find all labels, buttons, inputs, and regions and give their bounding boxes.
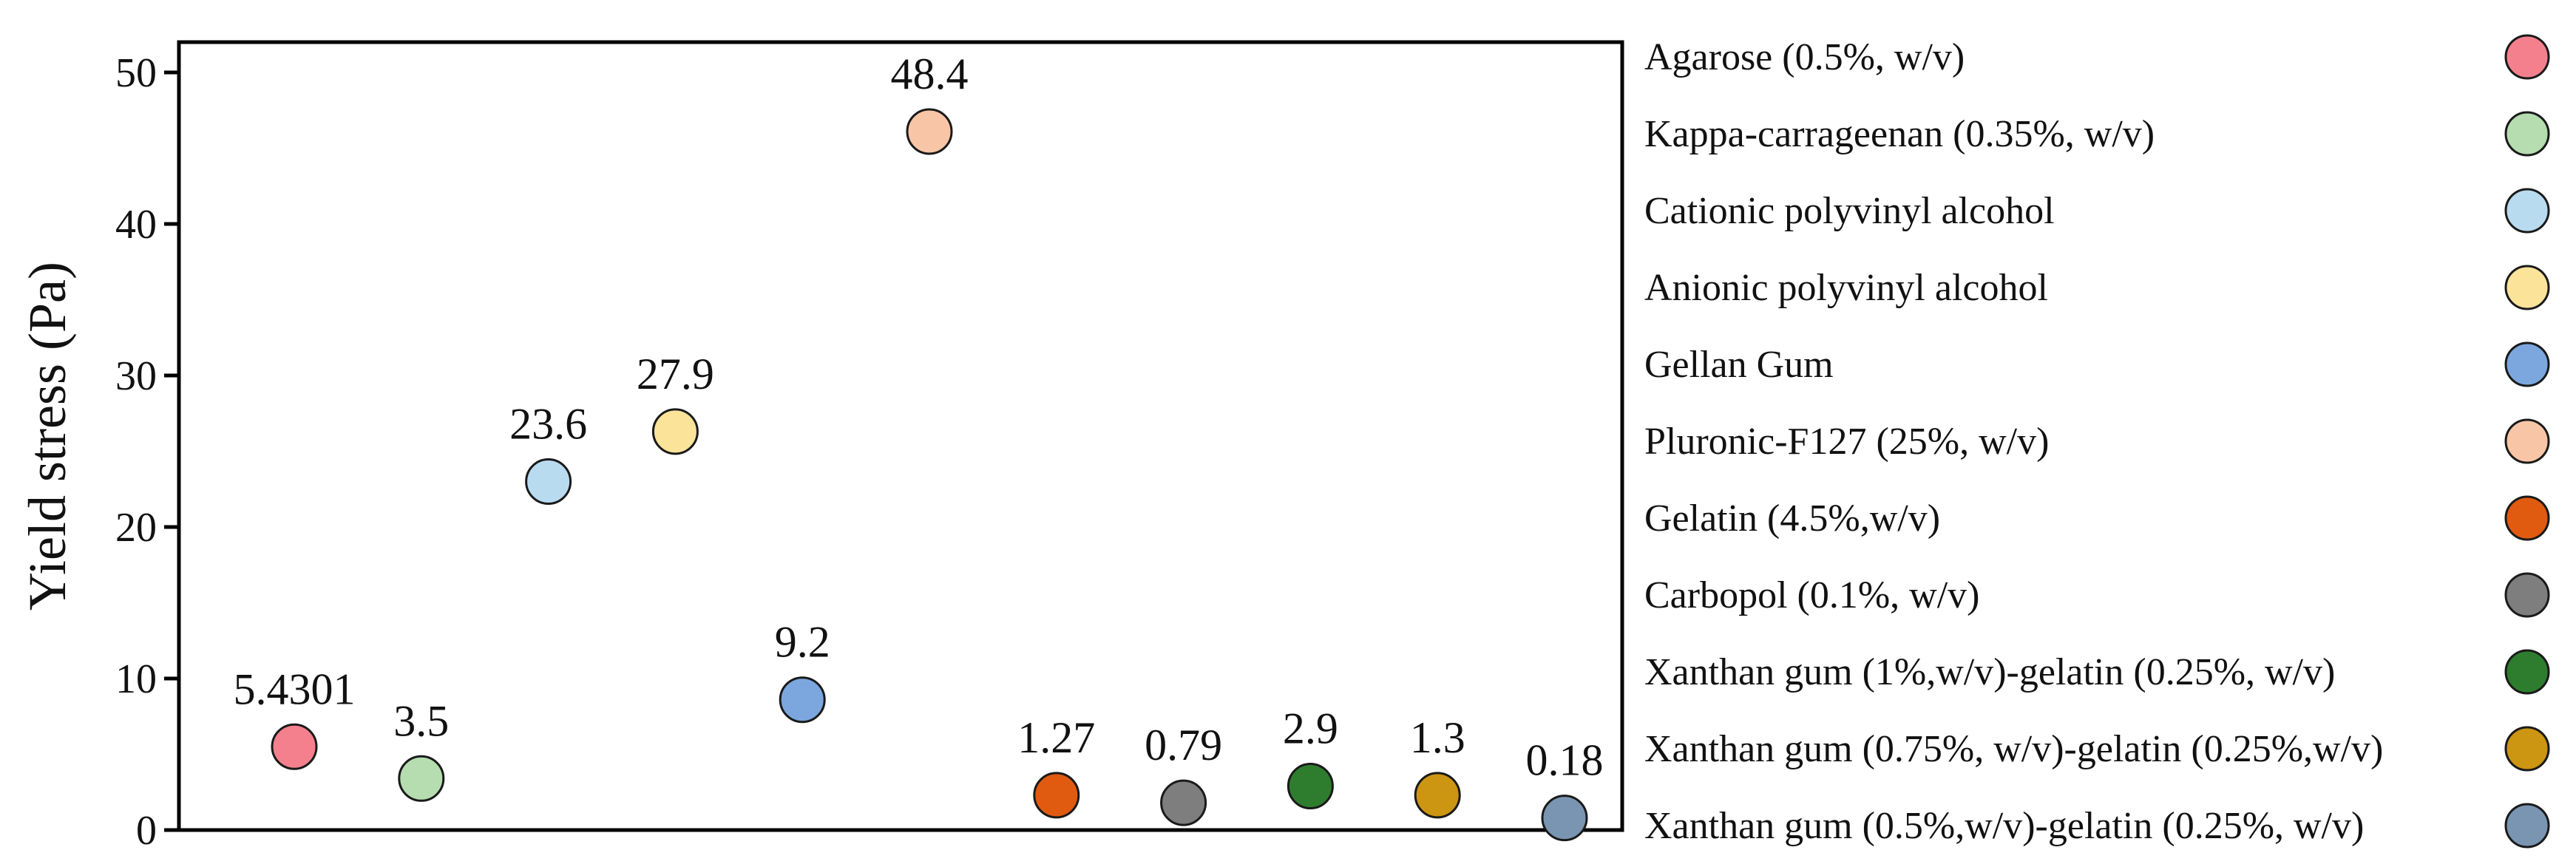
data-point — [271, 723, 318, 770]
legend-label: Anionic polyvinyl alcohol — [1644, 267, 2048, 309]
data-label: 2.9 — [1283, 704, 1338, 753]
data-label: 3.5 — [393, 696, 449, 745]
data-point — [1541, 795, 1588, 842]
data-point — [779, 676, 826, 724]
legend-marker — [2504, 418, 2550, 464]
data-label: 48.4 — [891, 50, 969, 98]
legend-label: Cationic polyvinyl alcohol — [1644, 190, 2055, 232]
y-tick-label: 30 — [115, 353, 157, 399]
legend-label: Pluronic-F127 (25%, w/v) — [1644, 421, 2049, 463]
legend-marker — [2504, 572, 2550, 618]
legend-label: Agarose (0.5%, w/v) — [1644, 36, 1965, 78]
plot-frame — [177, 40, 1624, 832]
legend-marker — [2504, 341, 2550, 387]
y-tick-label: 20 — [115, 505, 157, 551]
data-point — [525, 458, 572, 505]
y-tick-label: 40 — [115, 202, 157, 248]
data-label: 9.2 — [775, 618, 830, 667]
legend-marker — [2504, 649, 2550, 695]
y-axis: 0 10 20 30 40 50 — [115, 50, 179, 854]
legend-label: Carbopol (0.1%, w/v) — [1644, 574, 1979, 616]
legend-label: Kappa-carrageenan (0.35%, w/v) — [1644, 113, 2155, 155]
legend-label: Xanthan gum (1%,w/v)-gelatin (0.25%, w/v… — [1644, 651, 2335, 693]
legend-marker — [2504, 803, 2550, 849]
legend-label: Xanthan gum (0.75%, w/v)-gelatin (0.25%,… — [1644, 728, 2383, 770]
legend-label: Gelatin (4.5%,w/v) — [1644, 497, 1940, 540]
data-label: 23.6 — [509, 400, 587, 449]
data-label: 1.3 — [1410, 713, 1465, 762]
data-point — [398, 755, 445, 802]
data-label: 1.27 — [1017, 713, 1095, 762]
legend-marker — [2504, 495, 2550, 541]
legend-marker — [2504, 265, 2550, 310]
data-point — [651, 408, 699, 455]
y-tick-label: 10 — [115, 656, 157, 702]
legend-marker — [2504, 726, 2550, 772]
data-point — [1033, 772, 1080, 819]
data-label: 27.9 — [637, 350, 714, 398]
y-tick-label: 0 — [136, 808, 157, 854]
data-label: 5.4301 — [234, 664, 356, 713]
y-axis-title: Yield stress (Pa) — [18, 262, 77, 611]
legend-marker — [2504, 188, 2550, 234]
data-point — [906, 108, 953, 155]
legend-marker — [2504, 111, 2550, 157]
data-label: 0.79 — [1145, 721, 1222, 769]
legend-label: Gellan Gum — [1644, 344, 1834, 386]
legend-marker — [2504, 34, 2550, 80]
legend-label: Xanthan gum (0.5%,w/v)-gelatin (0.25%, w… — [1644, 805, 2364, 847]
data-label: 0.18 — [1526, 736, 1604, 785]
data-point — [1414, 772, 1461, 819]
y-tick-label: 50 — [115, 50, 157, 96]
data-point — [1160, 779, 1207, 826]
data-points: 5.4301 3.5 23.6 27.9 9.2 48.4 1.27 0.79 2.9 1.3 0.… — [234, 50, 1604, 842]
data-point — [1287, 763, 1334, 810]
legend: Agarose (0.5%, w/v) Kappa-carrageenan (0.… — [1644, 34, 2550, 849]
